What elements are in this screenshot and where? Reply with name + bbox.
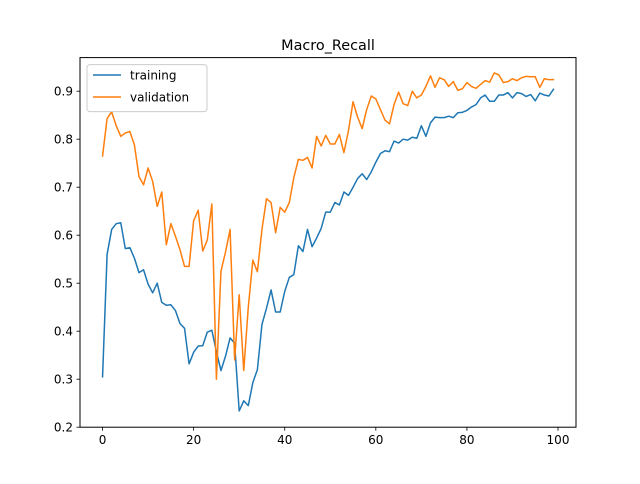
series-line-training <box>101 88 555 412</box>
y-tick-label: 0.4 <box>54 325 73 339</box>
plot-frame <box>79 57 577 428</box>
series-line-validation <box>101 72 555 380</box>
x-tick-label: 40 <box>277 433 292 447</box>
x-tick-label: 0 <box>99 433 107 447</box>
y-tick-label: 0.5 <box>54 277 73 291</box>
y-tick-label: 0.8 <box>54 133 73 147</box>
legend-box <box>86 64 208 113</box>
x-tick-label: 80 <box>459 433 474 447</box>
x-tick-label: 60 <box>368 433 383 447</box>
legend: training validation <box>86 64 208 113</box>
legend-label-training: training <box>130 69 177 83</box>
y-tick-label: 0.9 <box>54 85 73 99</box>
y-tick-label: 0.7 <box>54 181 73 195</box>
x-tick-label: 20 <box>186 433 201 447</box>
x-tick-label: 100 <box>547 433 570 447</box>
chart-title: Macro_Recall <box>281 38 375 54</box>
y-axis: 0.2 0.3 0.4 0.5 0.6 0.7 0.8 0.9 <box>54 85 80 435</box>
y-tick-label: 0.3 <box>54 373 73 387</box>
legend-label-validation: validation <box>130 91 189 105</box>
y-tick-label: 0.6 <box>54 229 73 243</box>
series-lines <box>101 72 555 412</box>
x-axis: 0 20 40 60 80 100 <box>99 427 570 447</box>
y-tick-label: 0.2 <box>54 421 73 435</box>
